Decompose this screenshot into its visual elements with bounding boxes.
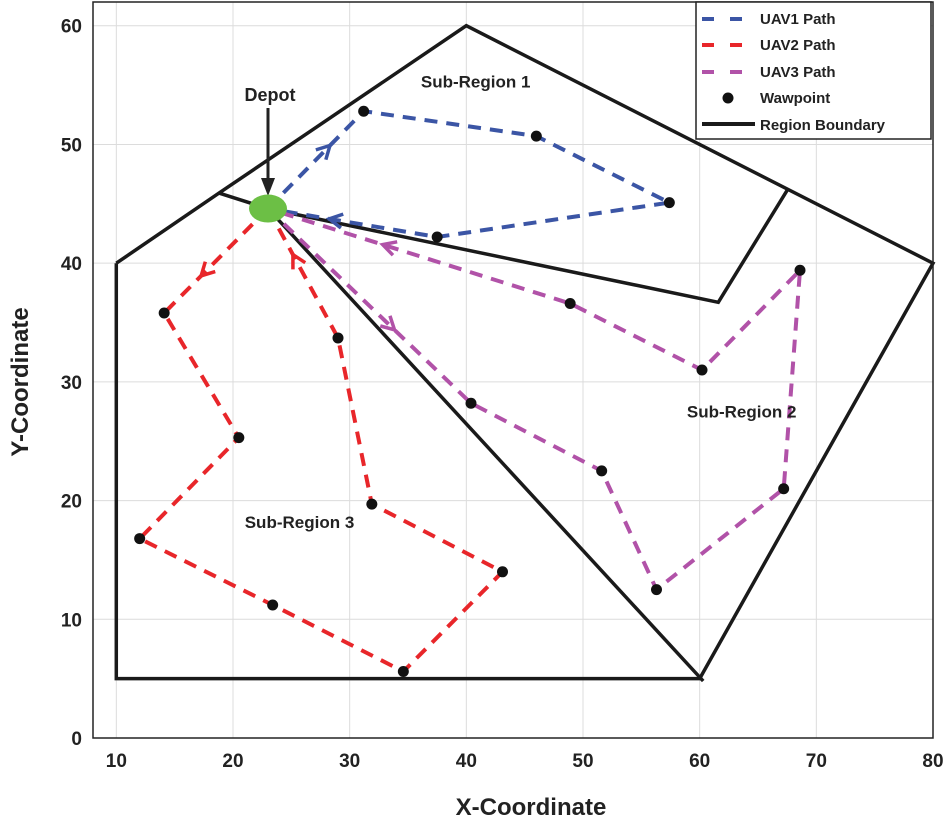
inner-boundary [267, 187, 790, 305]
waypoint [134, 533, 146, 545]
direction-arrow [198, 261, 216, 279]
waypoint [332, 332, 344, 344]
annotation-sub-region-1: Sub-Region 1 [421, 73, 531, 92]
tick-labels: 10 20 30 40 50 60 70 80 0 10 20 30 40 50 60 [61, 17, 944, 772]
direction-arrow [315, 142, 333, 161]
x-axis-label: X-Coordinate [456, 794, 607, 821]
y-tick-label: 0 [71, 729, 82, 750]
inner-boundary [266, 207, 705, 683]
direction-arrow [291, 251, 307, 270]
waypoint [794, 264, 806, 276]
legend-label-uav1: UAV1 Path [760, 11, 836, 28]
waypoint [564, 298, 576, 310]
uav3-path [266, 206, 803, 593]
waypoints [134, 105, 806, 678]
uav-paths [136, 109, 803, 674]
x-tick-label: 50 [572, 751, 593, 772]
waypoint [431, 231, 443, 243]
annotations: Sub-Region 1 Sub-Region 2 Sub-Region 3 D… [245, 73, 797, 532]
x-tick-label: 10 [106, 751, 127, 772]
legend-label-uav3: UAV3 Path [760, 64, 836, 81]
annotation-sub-region-3: Sub-Region 3 [245, 513, 355, 532]
depot-arrow-head [261, 178, 275, 196]
y-tick-label: 40 [61, 254, 82, 275]
waypoint [497, 566, 508, 578]
y-tick-label: 30 [61, 373, 82, 394]
waypoint [233, 432, 245, 444]
waypoint [267, 599, 279, 611]
waypoint [465, 397, 477, 409]
direction-arrow [379, 315, 398, 333]
y-tick-label: 50 [61, 135, 82, 156]
y-tick-label: 60 [61, 17, 82, 38]
legend-label-uav2: UAV2 Path [760, 37, 836, 54]
direction-arrow [379, 240, 398, 257]
y-tick-label: 10 [61, 610, 82, 631]
y-tick-label: 20 [61, 492, 82, 513]
legend-swatch-waypoint [722, 92, 734, 104]
x-tick-label: 20 [222, 751, 243, 772]
waypoint [663, 197, 675, 209]
legend-label-boundary: Region Boundary [760, 117, 886, 134]
waypoint [366, 498, 378, 510]
x-tick-label: 60 [689, 751, 710, 772]
uav2-path [136, 207, 506, 674]
uav1-path [266, 109, 676, 240]
legend: UAV1 Path UAV2 Path UAV3 Path Wawpoint R… [695, 1, 932, 140]
x-tick-label: 40 [456, 751, 477, 772]
waypoint [651, 584, 662, 596]
waypoint [696, 364, 708, 376]
waypoint [158, 307, 170, 319]
waypoint [596, 465, 608, 477]
waypoint [530, 130, 542, 142]
direction-arrow [325, 212, 344, 230]
waypoint [778, 483, 790, 495]
depot-group [249, 108, 287, 223]
x-tick-label: 70 [806, 751, 827, 772]
annotation-sub-region-2: Sub-Region 2 [687, 403, 797, 422]
waypoint [358, 105, 370, 117]
depot-label: Depot [245, 85, 296, 105]
y-axis-label: Y-Coordinate [7, 307, 34, 456]
depot-marker [249, 194, 287, 223]
plot-frame [92, 1, 934, 739]
legend-label-waypoint: Wawpoint [760, 90, 830, 107]
waypoint [397, 666, 409, 678]
x-tick-label: 30 [339, 751, 360, 772]
x-tick-label: 80 [922, 751, 943, 772]
